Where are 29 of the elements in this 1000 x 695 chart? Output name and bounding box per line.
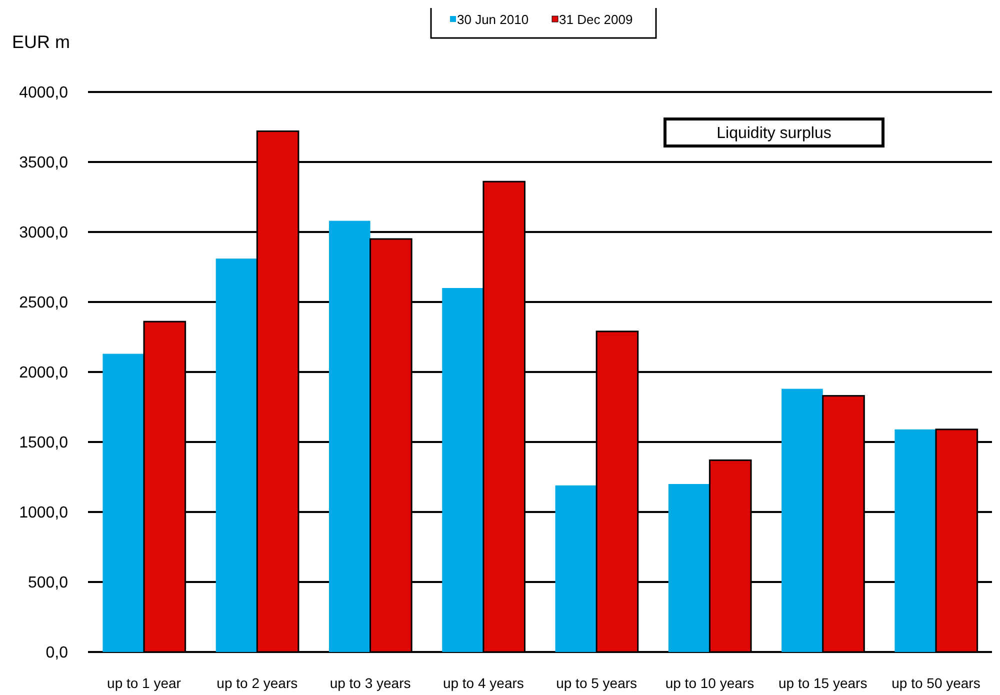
x-tick-label: up to 4 years	[442, 675, 524, 691]
bar	[782, 388, 823, 652]
x-tick-label: up to 5 years	[556, 675, 638, 691]
y-tick-label: 4000,0	[19, 84, 68, 102]
x-tick-label: up to 2 years	[216, 675, 298, 691]
y-tick-label: 2000,0	[19, 364, 68, 382]
x-tick-label: up to 50 years	[892, 675, 980, 691]
annotation: Liquidity surplus	[716, 125, 832, 142]
x-tick-label: up to 3 years	[330, 675, 411, 691]
x-tick-label: up to 10 years	[665, 675, 754, 691]
bar	[216, 258, 258, 652]
x-tick-label: up to 15 years	[778, 675, 868, 691]
bar	[555, 485, 597, 652]
y-tick-label: 1500,0	[19, 434, 68, 452]
bar	[894, 429, 936, 652]
y-tick-label: 500,0	[28, 574, 68, 592]
y-tick-label: 0,0	[46, 644, 68, 662]
bar	[102, 354, 144, 652]
bar	[442, 288, 484, 652]
y-axis-title: EUR m	[12, 32, 70, 52]
x-tick-label: up to 1 year	[107, 675, 182, 691]
y-tick-label: 3500,0	[19, 154, 68, 172]
legend-label: 31 Dec 2009	[559, 12, 633, 27]
y-tick-label: 1000,0	[19, 504, 68, 522]
bar	[668, 484, 710, 652]
bar	[328, 220, 370, 652]
y-tick-label: 3000,0	[19, 224, 68, 242]
y-tick-label: 2500,0	[19, 294, 68, 312]
legend-label: 30 Jun 2010	[457, 12, 529, 27]
